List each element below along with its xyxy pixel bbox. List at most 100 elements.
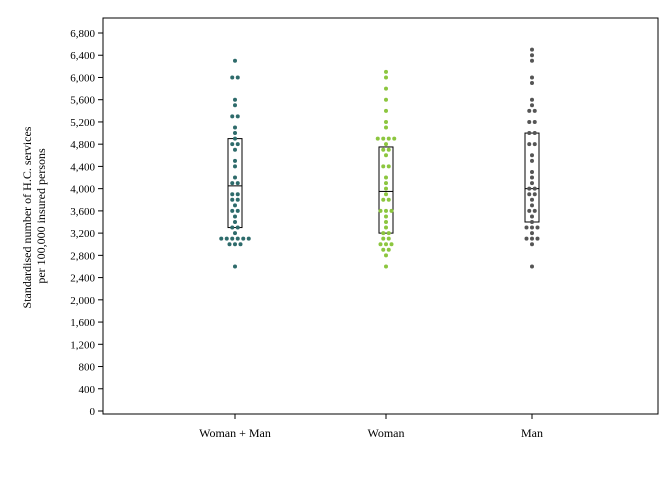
data-point: [219, 236, 224, 241]
data-point: [381, 247, 386, 252]
data-point: [230, 225, 235, 230]
data-point: [384, 125, 388, 130]
data-point: [532, 186, 537, 191]
data-point: [384, 186, 388, 191]
data-point: [532, 108, 537, 113]
data-point: [530, 97, 534, 102]
data-point: [230, 208, 235, 213]
data-point: [530, 242, 534, 247]
data-point: [530, 75, 534, 80]
data-point: [384, 75, 388, 80]
data-point: [386, 136, 391, 141]
data-point: [386, 236, 391, 241]
box-1: [378, 146, 394, 234]
data-point: [527, 142, 532, 147]
y-tick-label: 6,000: [70, 72, 95, 84]
data-point: [233, 136, 237, 141]
x-category-label: Woman: [367, 426, 404, 440]
data-point: [384, 97, 388, 102]
data-point: [530, 203, 534, 208]
data-point: [230, 192, 235, 197]
plot-frame: [102, 17, 659, 415]
data-point: [532, 131, 537, 136]
data-point: [530, 58, 534, 63]
data-point: [230, 114, 235, 119]
x-category-label: Man: [521, 426, 543, 440]
y-tick-label: 3,600: [70, 206, 95, 218]
data-point: [530, 53, 534, 58]
data-point: [384, 108, 388, 113]
data-point: [384, 142, 388, 147]
data-point: [384, 225, 388, 230]
y-tick-label: 1,200: [70, 339, 95, 351]
data-point: [235, 142, 240, 147]
data-point: [381, 231, 386, 236]
data-point: [381, 197, 386, 202]
data-point: [524, 236, 529, 241]
data-point: [384, 86, 388, 91]
data-point: [392, 136, 397, 141]
data-point: [381, 147, 386, 152]
data-point: [384, 119, 388, 124]
data-point: [384, 69, 388, 74]
data-point: [230, 236, 235, 241]
data-point: [384, 208, 388, 213]
data-point: [384, 153, 388, 158]
data-point: [532, 142, 537, 147]
data-point: [230, 142, 235, 147]
data-point: [530, 236, 534, 241]
data-point: [235, 114, 240, 119]
data-point: [224, 236, 229, 241]
data-point: [389, 208, 394, 213]
data-point: [246, 236, 251, 241]
y-tick-label: 4,400: [70, 161, 95, 173]
data-point: [386, 247, 391, 252]
data-point: [235, 181, 240, 186]
data-point: [233, 103, 237, 108]
data-point: [527, 186, 532, 191]
data-point: [384, 242, 388, 247]
y-tick-label: 1,600: [70, 317, 95, 329]
data-point: [530, 231, 534, 236]
data-point: [233, 147, 237, 152]
y-axis: 0 400 800 1,200 1,600 2,000 2,400 2,800 3,200 3,6…: [70, 28, 103, 418]
y-tick-label: 4,000: [70, 184, 95, 196]
data-point: [378, 242, 383, 247]
y-tick-label: 3,200: [70, 228, 95, 240]
data-point: [227, 242, 232, 247]
data-point: [524, 225, 529, 230]
data-point: [233, 242, 237, 247]
x-axis: Woman + Man Woman Man: [199, 414, 543, 440]
data-point: [386, 147, 391, 152]
data-point: [527, 108, 532, 113]
y-axis-title-line-2: per 100,000 insured persons: [34, 148, 48, 284]
data-point: [233, 175, 237, 180]
data-point: [527, 208, 532, 213]
y-tick-label: 2,400: [70, 273, 95, 285]
data-point: [235, 197, 240, 202]
data-point: [530, 81, 534, 86]
data-point: [230, 197, 235, 202]
y-tick-label: 2,000: [70, 295, 95, 307]
data-point: [530, 158, 534, 163]
data-point: [233, 214, 237, 219]
data-point: [384, 264, 388, 269]
y-tick-label: 5,200: [70, 117, 95, 129]
data-point: [384, 181, 388, 186]
data-point: [235, 75, 240, 80]
data-point: [386, 197, 391, 202]
data-point: [530, 225, 534, 230]
data-point: [527, 192, 532, 197]
data-point: [381, 236, 386, 241]
data-point: [530, 197, 534, 202]
data-point: [530, 264, 534, 269]
data-point: [530, 214, 534, 219]
y-tick-label: 6,800: [70, 28, 95, 40]
data-point: [530, 175, 534, 180]
data-point: [381, 136, 386, 141]
y-tick-label: 2,800: [70, 250, 95, 262]
x-category-label: Woman + Man: [199, 426, 271, 440]
data-points: [219, 47, 540, 269]
